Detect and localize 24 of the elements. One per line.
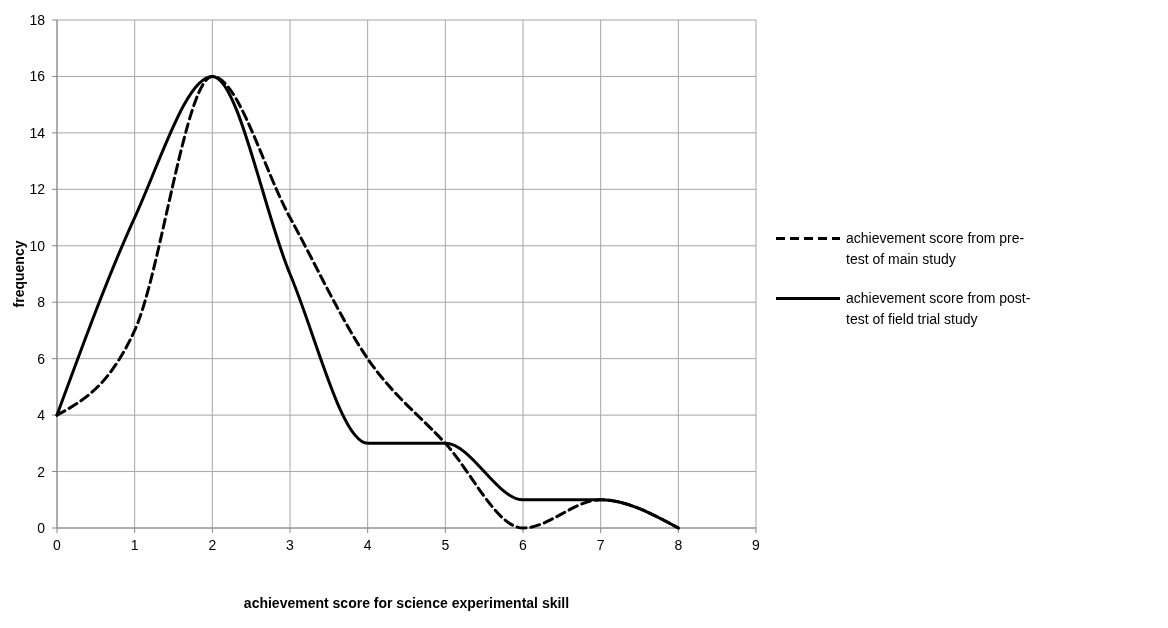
x-tick-label: 8 xyxy=(674,537,683,553)
y-tick-label: 6 xyxy=(37,350,46,367)
y-tick-label: 14 xyxy=(29,124,46,141)
y-tick-label: 18 xyxy=(29,12,46,28)
y-tick-label: 8 xyxy=(37,294,46,311)
y-tick-label: 0 xyxy=(37,520,46,536)
x-tick-label: 3 xyxy=(286,537,295,553)
y-tick-label: 2 xyxy=(37,463,46,480)
legend-label: achievement score from post-test of field trial study xyxy=(846,290,1031,328)
x-tick-label: 1 xyxy=(130,537,139,553)
x-tick-label: 5 xyxy=(441,537,450,553)
x-tick-label: 6 xyxy=(519,537,528,553)
y-tick-label: 12 xyxy=(29,181,46,198)
y-tick-label: 16 xyxy=(29,68,46,85)
x-tick-label: 0 xyxy=(53,537,62,553)
x-axis-title: achievement score for science experimental skill xyxy=(243,595,570,611)
y-tick-label: 4 xyxy=(37,407,46,424)
y-axis-title: frequency xyxy=(11,240,27,308)
x-tick-label: 4 xyxy=(363,537,372,553)
legend-label: achievement score from pre-test of main study xyxy=(846,230,1025,268)
x-tick-label: 7 xyxy=(596,537,605,553)
x-tick-label: 9 xyxy=(752,537,761,553)
x-tick-label: 2 xyxy=(208,537,217,553)
y-tick-label: 10 xyxy=(29,237,46,254)
